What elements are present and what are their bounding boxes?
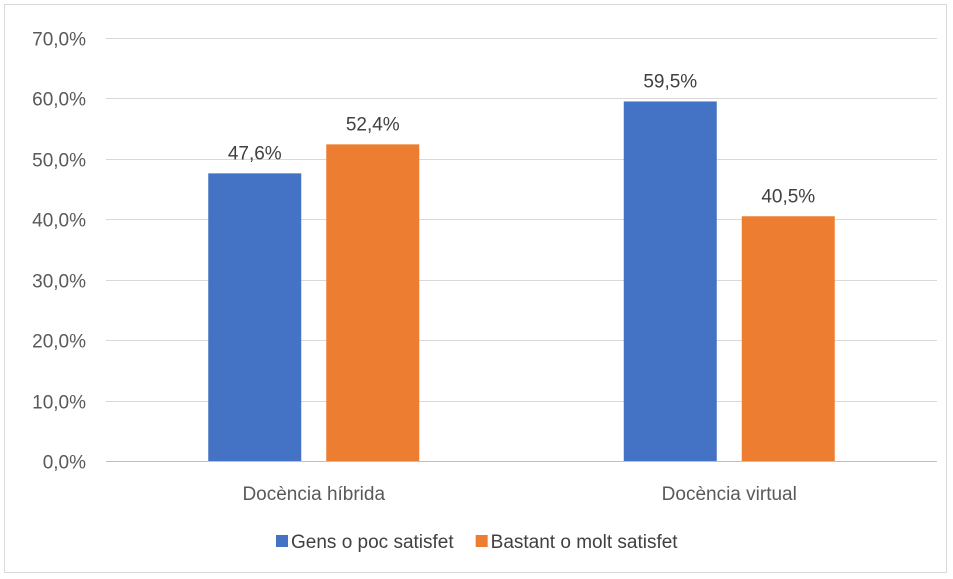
y-tick-label: 0,0% [43,453,86,474]
bar-gens-o-poc-0 [208,173,302,462]
legend: Gens o poc satisfet Bastant o molt satisf… [276,532,678,553]
y-tick-label: 50,0% [32,151,86,172]
data-label: 40,5% [761,186,815,207]
data-label: 59,5% [643,71,697,92]
legend-swatch [475,535,488,547]
data-label: 47,6% [228,143,282,164]
y-tick-label: 10,0% [32,393,86,414]
x-category-label: Docència virtual [662,484,797,505]
bar-gens-o-poc-1 [623,101,717,461]
y-tick-label: 40,0% [32,211,86,232]
legend-item: Bastant o molt satisfet [475,532,679,553]
legend-label: Gens o poc satisfet [291,532,454,553]
data-labels: 47,6% 52,4% 59,5% 40,5% [228,71,815,207]
x-axis-category-labels: Docència híbrida Docència virtual [242,484,796,505]
legend-item: Gens o poc satisfet [276,532,454,553]
y-tick-label: 30,0% [32,272,86,293]
y-axis-tick-labels: 0,0% 10,0% 20,0% 30,0% 40,0% 50,0% 60,0% 70,0% [32,30,86,474]
bar-bastant-o-molt-1 [741,216,835,461]
y-tick-label: 60,0% [32,90,86,111]
y-tick-label: 70,0% [32,30,86,51]
bars [208,101,835,462]
legend-label: Bastant o molt satisfet [491,532,679,553]
data-label: 52,4% [346,114,400,135]
bar-bastant-o-molt-0 [326,144,420,461]
legend-swatch [276,535,288,547]
x-category-label: Docència híbrida [242,484,385,505]
y-tick-label: 20,0% [32,332,86,353]
